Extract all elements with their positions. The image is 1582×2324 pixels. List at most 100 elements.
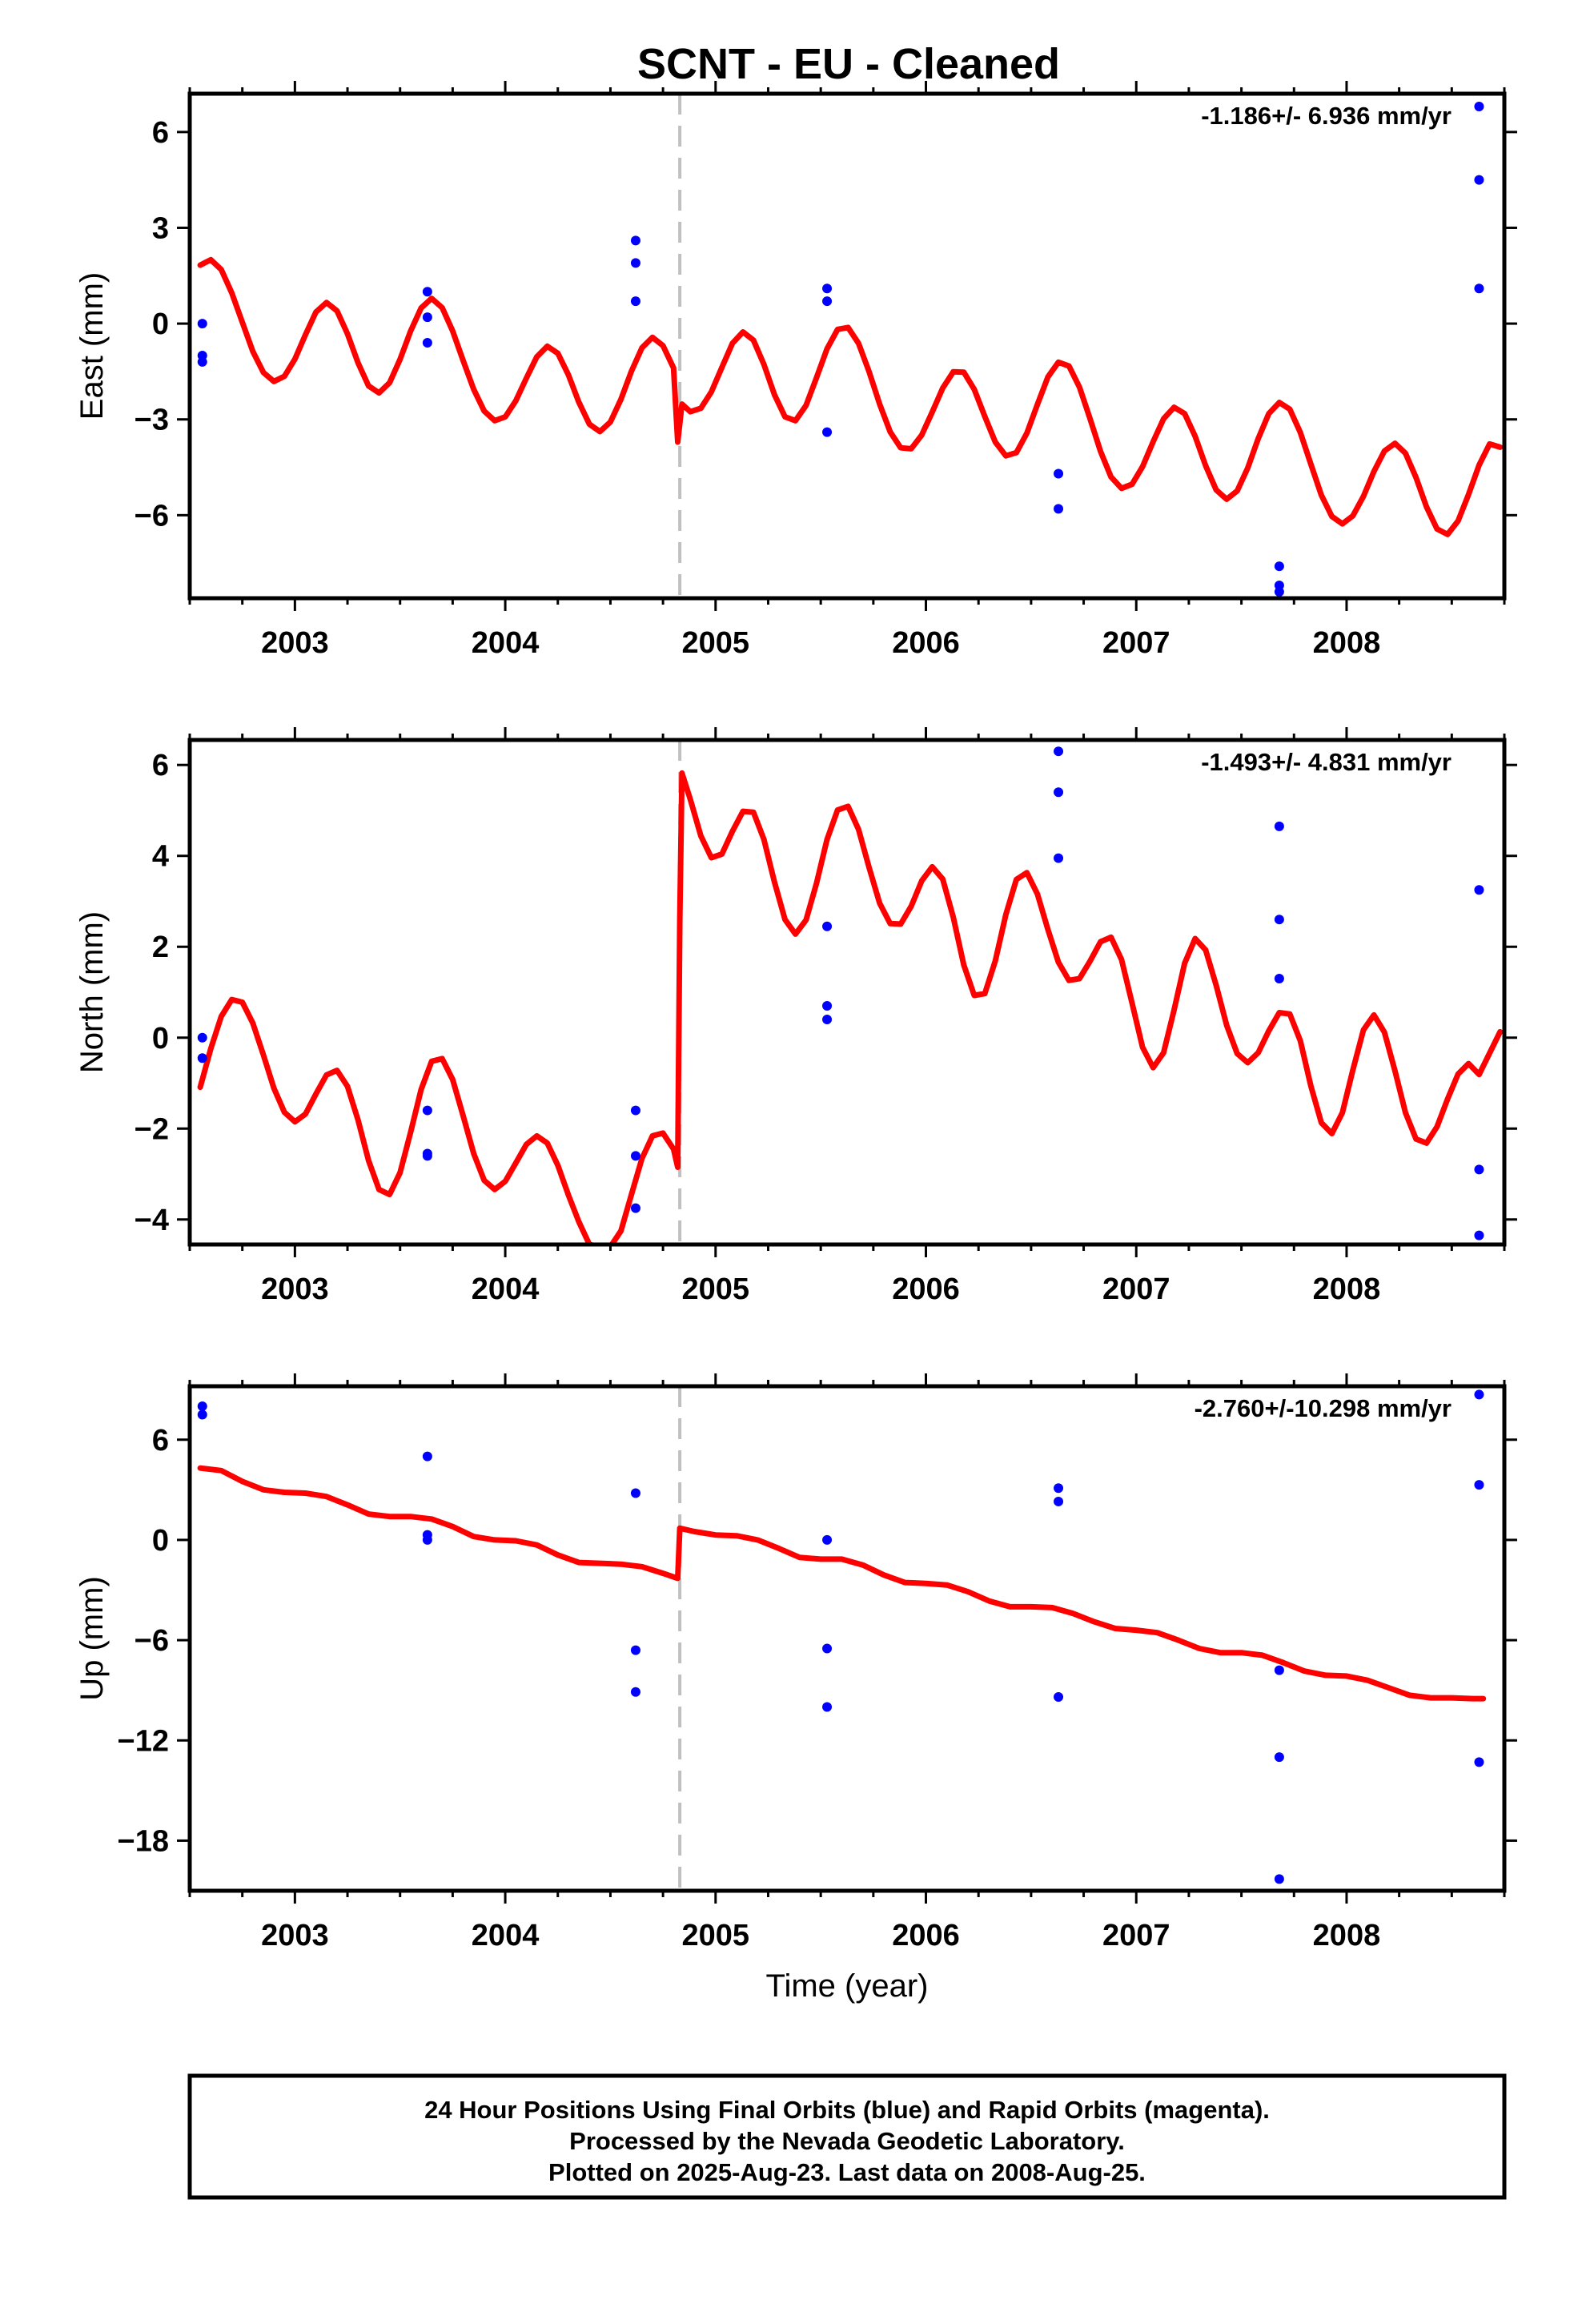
y-tick-label: 0 xyxy=(152,1524,169,1558)
x-tick-label: 2003 xyxy=(261,1273,329,1306)
plot-area xyxy=(197,94,1504,598)
x-tick-label: 2005 xyxy=(682,1273,750,1306)
data-point xyxy=(1274,1665,1284,1675)
data-point xyxy=(422,338,432,348)
y-axis-label: Up (mm) xyxy=(74,1576,110,1701)
footer-frame xyxy=(187,2073,1507,2200)
data-point xyxy=(1274,587,1284,597)
data-point xyxy=(630,1488,640,1498)
data-point xyxy=(1054,787,1064,798)
data-point xyxy=(197,319,207,329)
data-point xyxy=(822,921,833,931)
y-tick-label: 2 xyxy=(152,931,169,964)
panel-east: 2003 2004 2005 2006 2007 2008 −6 −3 0 3 6 East (mm)… xyxy=(74,81,1517,660)
footer-box: 24 Hour Positions Using Final Orbits (bl… xyxy=(187,2073,1507,2200)
x-tick-label: 2005 xyxy=(682,1919,750,1952)
y-tick-label: 6 xyxy=(152,749,169,782)
x-tick-label: 2008 xyxy=(1313,626,1381,660)
data-point xyxy=(197,1032,207,1043)
data-point xyxy=(1054,746,1064,757)
y-tick-label: −4 xyxy=(135,1204,169,1237)
plot-area xyxy=(197,740,1504,1244)
plot-area xyxy=(197,1386,1487,1891)
plot-frame xyxy=(187,91,1507,601)
data-point xyxy=(1274,1752,1284,1763)
data-point xyxy=(1474,1389,1484,1400)
y-axis-label: North (mm) xyxy=(74,911,110,1073)
x-tick-label: 2006 xyxy=(892,1919,960,1952)
x-tick-label: 2007 xyxy=(1102,626,1170,660)
x-tick-label: 2006 xyxy=(892,1273,960,1306)
x-tick-label: 2005 xyxy=(682,626,750,660)
x-tick-label: 2007 xyxy=(1102,1273,1170,1306)
data-point xyxy=(630,1203,640,1213)
x-tick-label: 2008 xyxy=(1313,1273,1381,1306)
data-point xyxy=(630,1687,640,1697)
data-point xyxy=(422,1534,432,1545)
model-curve xyxy=(197,256,1504,537)
x-tick-label: 2003 xyxy=(261,1919,329,1952)
y-tick-label: −18 xyxy=(118,1824,169,1858)
data-point xyxy=(630,296,640,307)
data-point xyxy=(822,1702,833,1712)
y-axis-label: East (mm) xyxy=(74,272,110,420)
model-curve xyxy=(197,770,1504,1244)
y-tick-label: −12 xyxy=(118,1724,169,1758)
data-point xyxy=(197,356,207,367)
data-point xyxy=(1274,973,1284,983)
data-point xyxy=(197,1409,207,1420)
data-point xyxy=(422,1151,432,1161)
data-point xyxy=(1474,1480,1484,1490)
plot-frame xyxy=(187,1384,1507,1893)
data-point xyxy=(822,1015,833,1025)
y-tick-label: 0 xyxy=(152,308,169,341)
x-tick-label: 2004 xyxy=(472,1273,540,1306)
y-tick-label: 6 xyxy=(152,116,169,150)
plot-frame xyxy=(187,738,1507,1247)
data-point xyxy=(1474,1757,1484,1767)
x-tick-label: 2008 xyxy=(1313,1919,1381,1952)
data-point xyxy=(197,1401,207,1412)
y-tick-label: −3 xyxy=(135,404,169,437)
data-point xyxy=(1474,175,1484,185)
x-tick-label: 2007 xyxy=(1102,1919,1170,1952)
y-tick-label: −2 xyxy=(135,1112,169,1146)
data-point xyxy=(822,427,833,437)
rate-annotation: -2.760+/-10.298 mm/yr xyxy=(1195,1394,1452,1422)
data-point xyxy=(422,312,432,323)
data-point xyxy=(1054,504,1064,514)
data-point xyxy=(822,1643,833,1654)
data-point xyxy=(1054,1496,1064,1506)
data-point xyxy=(630,258,640,268)
data-point xyxy=(422,1105,432,1116)
x-axis-label: Time (year) xyxy=(766,1968,929,2004)
y-tick-label: −6 xyxy=(135,499,169,533)
x-tick-label: 2003 xyxy=(261,626,329,660)
rate-annotation: -1.493+/- 4.831 mm/yr xyxy=(1201,748,1452,776)
data-point xyxy=(1054,1692,1064,1703)
x-tick-label: 2004 xyxy=(472,626,540,660)
y-tick-label: 0 xyxy=(152,1022,169,1055)
data-point xyxy=(1274,915,1284,925)
data-point xyxy=(197,1053,207,1063)
data-point xyxy=(1474,885,1484,895)
panel-north: 2003 2004 2005 2006 2007 2008 −4 −2 0 2 4 6 North (m… xyxy=(74,727,1517,1306)
data-point xyxy=(1054,468,1064,479)
data-point xyxy=(630,1645,640,1655)
data-point xyxy=(1474,1230,1484,1240)
data-point xyxy=(1054,1483,1064,1494)
footer-line-2: Processed by the Nevada Geodetic Laborat… xyxy=(569,2127,1125,2155)
y-tick-label: 4 xyxy=(152,840,169,874)
model-curve xyxy=(197,1465,1487,1702)
data-point xyxy=(822,1534,833,1545)
y-tick-label: 3 xyxy=(152,211,169,245)
data-point xyxy=(630,1105,640,1116)
footer-line-1: 24 Hour Positions Using Final Orbits (bl… xyxy=(424,2096,1270,2124)
footer-line-3: Plotted on 2025-Aug-23. Last data on 200… xyxy=(548,2158,1146,2186)
data-point xyxy=(822,283,833,294)
data-point xyxy=(1474,1164,1484,1175)
y-tick-label: −6 xyxy=(135,1624,169,1658)
data-point xyxy=(822,296,833,307)
